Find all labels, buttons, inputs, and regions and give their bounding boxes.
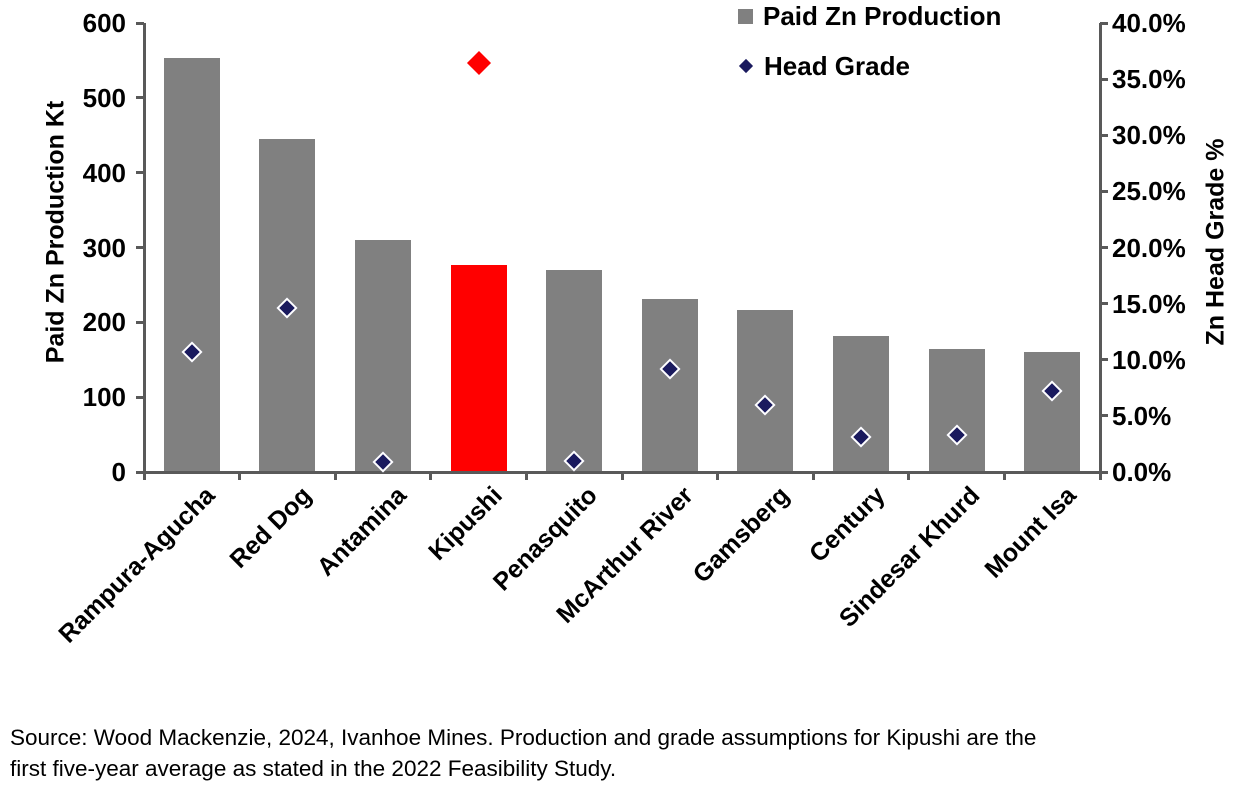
x-axis-tick — [620, 472, 624, 480]
left-axis-tick — [136, 470, 144, 474]
left-axis-tick — [136, 320, 144, 324]
x-axis-tick — [524, 472, 528, 480]
left-axis-tick — [136, 395, 144, 399]
x-axis-tick — [238, 472, 242, 480]
head-grade-marker-kipushi — [466, 51, 491, 76]
x-axis-tick — [333, 472, 337, 480]
right-axis-tick-label: 30.0% — [1112, 120, 1186, 151]
left-axis-tick-label: 100 — [82, 382, 126, 413]
x-label-red-dog: Red Dog — [224, 481, 317, 574]
x-label-mount-isa: Mount Isa — [978, 481, 1082, 584]
right-axis-tick — [1100, 189, 1108, 193]
right-axis-title: Zn Head Grade % — [1201, 138, 1230, 346]
bar-mcarthur-river — [641, 299, 698, 472]
left-axis-tick-label: 200 — [82, 307, 126, 338]
right-axis-tick-label: 0.0% — [1112, 457, 1172, 487]
right-axis-tick-label: 35.0% — [1112, 64, 1186, 95]
bar-rampura-agucha — [163, 58, 220, 472]
right-axis-tick — [1100, 302, 1108, 306]
x-label-rampura-agucha: Rampura-Agucha — [53, 481, 221, 649]
legend-label-paid-zn-production: Paid Zn Production — [763, 1, 1002, 31]
left-axis-line — [142, 23, 146, 480]
right-axis-tick-label: 5.0% — [1112, 400, 1172, 431]
bar-series-swatch-icon — [738, 8, 753, 24]
bar-mount-isa — [1024, 352, 1081, 472]
legend-item-paid-zn-production: Paid Zn Production — [738, 2, 1001, 30]
bar-kipushi — [450, 264, 507, 472]
source-line-2: first five-year average as stated in the… — [10, 756, 617, 781]
right-axis-tick-label: 15.0% — [1112, 288, 1186, 319]
left-axis-tick — [136, 21, 144, 25]
left-axis-tick-label: 400 — [82, 157, 126, 188]
right-axis-tick — [1100, 246, 1108, 249]
legend: Paid Zn Production Head Grade — [738, 2, 1001, 102]
right-axis-tick — [1100, 358, 1108, 362]
left-axis-tick — [136, 246, 144, 249]
bar-century — [833, 335, 889, 472]
legend-item-head-grade: Head Grade — [738, 52, 1001, 80]
source-note: Source: Wood Mackenzie, 2024, Ivanhoe Mi… — [10, 722, 1036, 784]
x-label-kipushi: Kipushi — [423, 481, 508, 566]
x-label-antamina: Antamina — [311, 481, 413, 582]
bar-antamina — [355, 240, 411, 472]
right-axis-tick — [1100, 414, 1108, 418]
x-axis-tick — [716, 472, 720, 480]
x-label-century: Century — [803, 481, 891, 568]
right-axis-tick — [1100, 133, 1108, 137]
right-axis-tick — [1100, 21, 1108, 25]
right-axis-tick-label: 20.0% — [1112, 232, 1186, 263]
x-axis-tick — [1098, 472, 1102, 480]
legend-label-head-grade: Head Grade — [764, 51, 910, 81]
bar-sindesar-khurd — [928, 348, 985, 472]
left-axis-tick — [136, 171, 144, 175]
x-axis-tick — [907, 472, 911, 480]
right-axis-tick-label: 10.0% — [1112, 344, 1186, 375]
x-axis-tick — [429, 472, 433, 480]
left-axis-tick — [136, 96, 144, 100]
bar-penasquito — [546, 269, 603, 472]
left-axis-tick-label: 300 — [82, 232, 126, 263]
right-axis-tick-label: 40.0% — [1112, 8, 1186, 38]
bar-gamsberg — [737, 309, 794, 472]
right-axis-tick-label: 25.0% — [1112, 176, 1186, 207]
x-axis-line — [136, 470, 1102, 474]
left-axis-tick-label: 500 — [82, 82, 126, 113]
right-axis-tick — [1100, 470, 1108, 474]
source-line-1: Source: Wood Mackenzie, 2024, Ivanhoe Mi… — [10, 725, 1037, 750]
left-axis-title: Paid Zn Production Kt — [41, 100, 70, 364]
diamond-series-swatch-icon — [738, 58, 754, 74]
x-axis-tick — [811, 472, 815, 480]
right-axis-tick — [1100, 77, 1108, 81]
left-axis-tick-label: 600 — [82, 8, 126, 38]
x-axis-tick — [1002, 472, 1006, 480]
x-label-gamsberg: Gamsberg — [687, 481, 795, 589]
left-axis-tick-label: 0 — [111, 457, 126, 487]
